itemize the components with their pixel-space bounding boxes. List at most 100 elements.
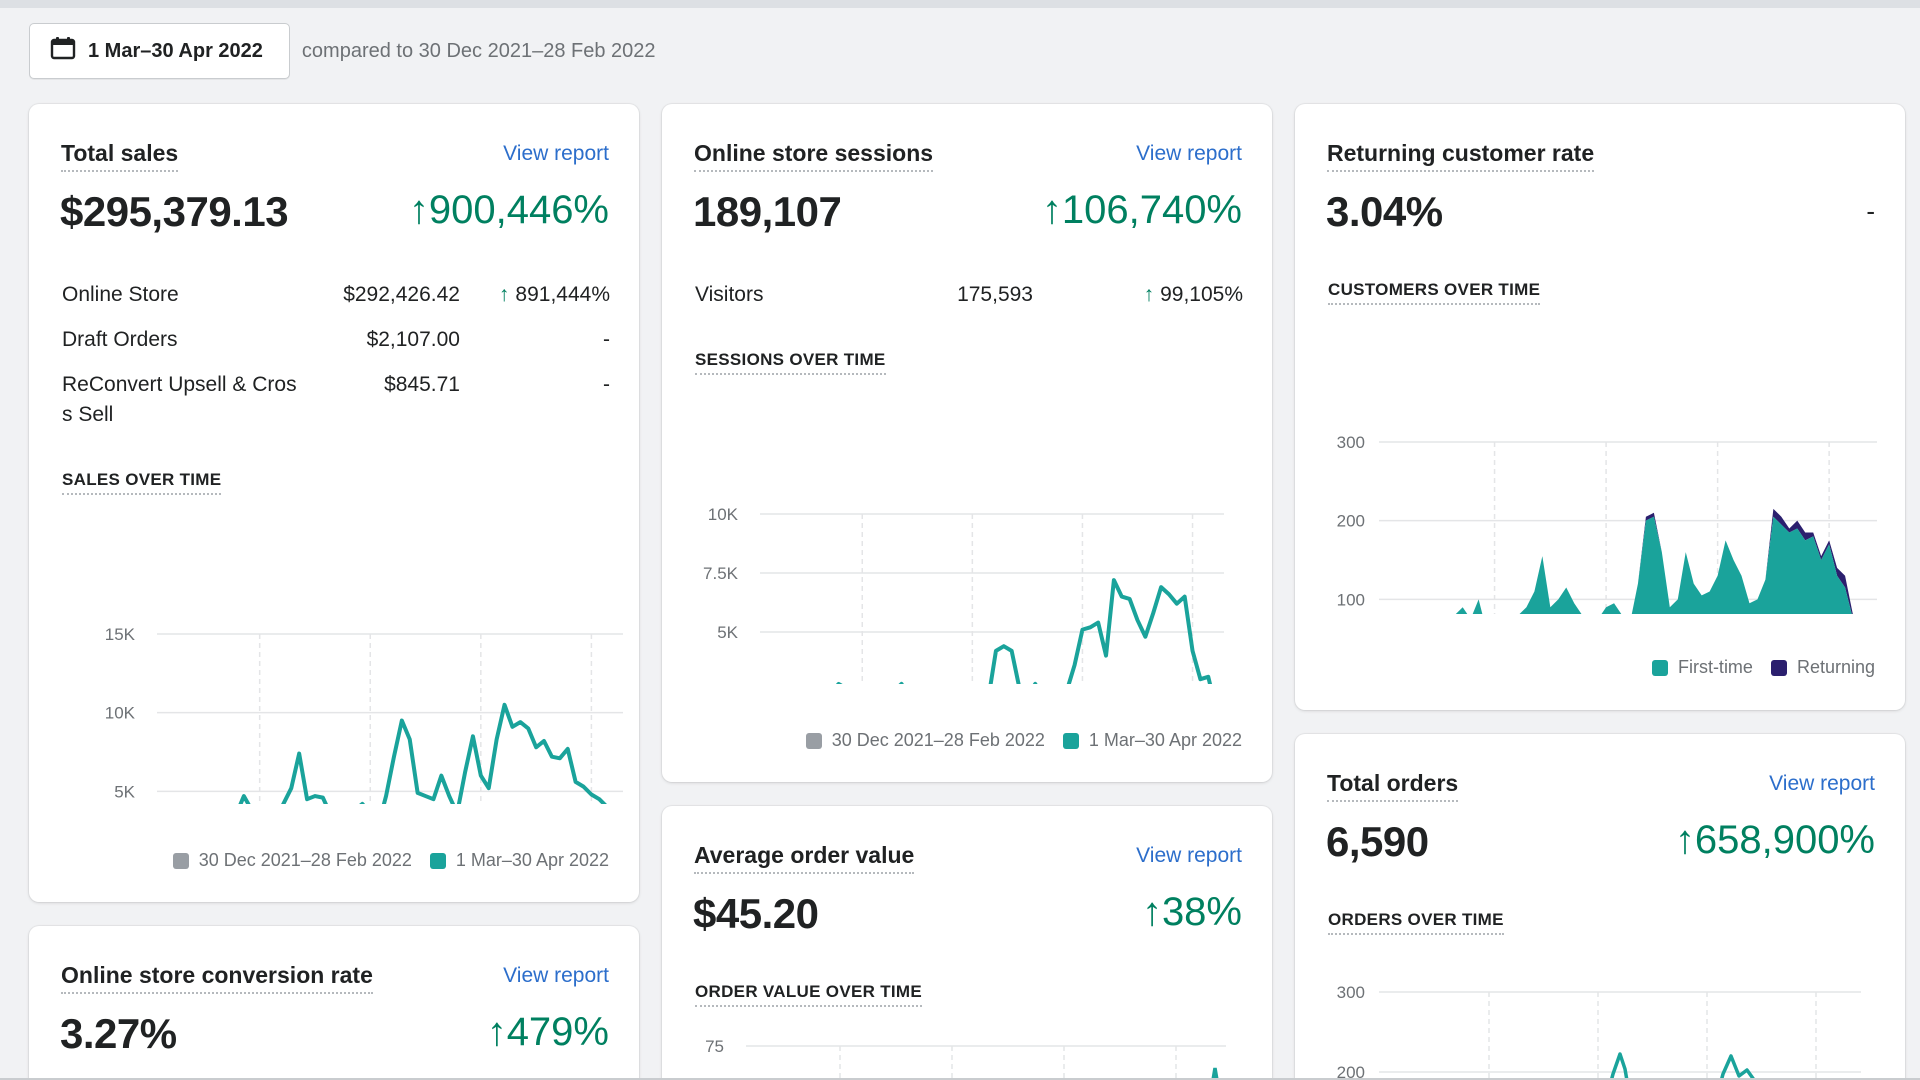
date-range-button[interactable]: 1 Mar–30 Apr 2022 [29, 23, 290, 79]
sessions-over-time-chart: 02.5K5K7.5K10K14 Mar28 Mar11 Apr25 Apr [703, 505, 1224, 684]
y-tick-label: 75 [705, 1037, 724, 1056]
breakdown-name: Online Store [62, 283, 179, 306]
visitors-label: Visitors [695, 283, 764, 306]
visitors-row: Visitors 175,593 ↑ 99,105% [695, 280, 1243, 312]
legend-swatch-current [429, 852, 446, 869]
chart-legend: First-time Returning [1651, 657, 1875, 678]
y-tick-label: 200 [1337, 1063, 1365, 1080]
aov-value: $45.20 [693, 890, 819, 937]
change-value: 900,446% [428, 188, 609, 232]
change-value: 38% [1161, 890, 1242, 934]
y-tick-label: 10K [708, 505, 739, 524]
arrow-up-icon: ↑ [1141, 890, 1162, 934]
y-tick-label: 300 [1337, 433, 1365, 452]
card-title[interactable]: Total orders [1327, 770, 1459, 802]
legend-label: 30 Dec 2021–28 Feb 2022 [198, 850, 412, 870]
returning-rate-value: 3.04% [1326, 188, 1443, 235]
returning-rate-change: - [1866, 196, 1875, 226]
card-title[interactable]: Online store sessions [694, 140, 934, 172]
card-title[interactable]: Total sales [61, 140, 179, 172]
current-series-line [835, 578, 1213, 684]
current-series-line [1609, 1052, 1629, 1080]
arrow-up-icon: ↑ [486, 1010, 507, 1054]
breakdown-value: $845.71 [384, 373, 460, 396]
returning-customer-rate-card: Returning customer rate 3.04% - CUSTOMER… [1295, 104, 1905, 710]
breakdown-row: Draft Orders $2,107.00 - [62, 325, 610, 357]
arrow-up-icon: ↑ [1674, 818, 1695, 862]
current-series-line [1211, 1067, 1219, 1080]
legend-label: 30 Dec 2021–28 Feb 2022 [831, 730, 1045, 750]
breakdown-row: ReConvert Upsell & Cros s Sell $845.71 - [62, 370, 610, 434]
y-tick-label: 5K [717, 623, 738, 642]
legend-label: 1 Mar–30 Apr 2022 [455, 850, 609, 870]
conversion-rate-change: ↑479% [487, 1010, 609, 1055]
y-tick-label: 7.5K [703, 564, 739, 583]
view-report-link[interactable]: View report [503, 964, 609, 987]
sales-over-time-chart: 05K10K15K14 Mar28 Mar11 Apr25 Apr [105, 625, 623, 804]
arrow-up-icon: ↑ [1143, 283, 1155, 306]
total-sales-card: Total sales View report $295,379.13 ↑900… [29, 104, 639, 902]
visitors-change-value: 99,105% [1160, 283, 1243, 306]
bottom-divider [0, 1078, 1920, 1080]
legend-label: 1 Mar–30 Apr 2022 [1088, 730, 1242, 750]
card-title[interactable]: Online store conversion rate [61, 962, 373, 994]
average-order-value-card: Average order value View report $45.20 ↑… [662, 806, 1272, 1080]
sessions-change: ↑106,740% [1042, 188, 1242, 233]
chart-legend: 30 Dec 2021–28 Feb 2022 1 Mar–30 Apr 202… [805, 730, 1242, 751]
orders-change: ↑658,900% [1675, 818, 1875, 863]
chart-section-label: CUSTOMERS OVER TIME [1328, 280, 1541, 305]
y-tick-label: 100 [1337, 590, 1365, 609]
arrow-up-icon: ↑ [408, 188, 429, 232]
legend-label: Returning [1796, 657, 1875, 677]
legend-swatch-first-time [1651, 659, 1668, 676]
breakdown-value: $2,107.00 [366, 328, 460, 351]
customers-over-time-chart: 010020030014 Mar28 Mar11 Apr25 Apr [1337, 433, 1877, 614]
view-report-link[interactable]: View report [1136, 142, 1242, 165]
date-range-bar: 1 Mar–30 Apr 2022 compared to 30 Dec 202… [29, 23, 656, 79]
y-tick-label: 300 [1337, 983, 1365, 1002]
legend-swatch-comparison [805, 732, 822, 749]
date-range-label: 1 Mar–30 Apr 2022 [88, 39, 263, 62]
online-store-sessions-card: Online store sessions View report 189,10… [662, 104, 1272, 782]
breakdown-value: $292,426.42 [343, 283, 460, 306]
chart-legend: 30 Dec 2021–28 Feb 2022 1 Mar–30 Apr 202… [172, 850, 609, 871]
legend-label: First-time [1677, 657, 1753, 677]
total-orders-card: Total orders View report 6,590 ↑658,900%… [1295, 734, 1905, 1080]
visitors-change: ↑ 99,105% [1144, 280, 1243, 310]
first-time-area [1455, 516, 1852, 614]
change-value: 106,740% [1061, 188, 1242, 232]
chart-section-label: SESSIONS OVER TIME [695, 350, 886, 375]
legend-swatch-returning [1770, 659, 1787, 676]
card-title[interactable]: Average order value [694, 842, 915, 874]
change-value: 479% [506, 1010, 609, 1054]
breakdown-name: ReConvert Upsell & Cros s Sell [62, 373, 297, 426]
orders-over-time-chart: 200 300 [1337, 983, 1861, 1080]
breakdown-name: Draft Orders [62, 328, 178, 351]
view-report-link[interactable]: View report [1136, 844, 1242, 867]
conversion-rate-value: 3.27% [60, 1010, 177, 1057]
y-tick-label: 5K [114, 782, 135, 801]
top-divider [0, 0, 1920, 8]
chart-section-label: ORDERS OVER TIME [1328, 910, 1504, 935]
arrow-up-icon: ↑ [1041, 188, 1062, 232]
card-title[interactable]: Returning customer rate [1327, 140, 1595, 172]
view-report-link[interactable]: View report [1769, 772, 1875, 795]
arrow-up-icon: ↑ [498, 283, 510, 306]
total-sales-value: $295,379.13 [60, 188, 289, 235]
order-value-over-time-chart: 75 [705, 1037, 1226, 1080]
y-tick-label: 15K [105, 625, 136, 644]
visitors-value: 175,593 [957, 283, 1033, 306]
legend-swatch-comparison [172, 852, 189, 869]
view-report-link[interactable]: View report [503, 142, 609, 165]
chart-section-label: ORDER VALUE OVER TIME [695, 982, 923, 1007]
change-value: 658,900% [1694, 818, 1875, 862]
breakdown-row: Online Store $292,426.42 ↑ 891,444% [62, 280, 610, 312]
legend-swatch-current [1062, 732, 1079, 749]
breakdown-change: - [603, 328, 610, 351]
compare-range-text: compared to 30 Dec 2021–28 Feb 2022 [301, 39, 656, 62]
breakdown-change: ↑ 891,444% [499, 280, 610, 310]
y-tick-label: 2.5K [703, 682, 739, 684]
current-series-line [238, 702, 607, 804]
sessions-value: 189,107 [693, 188, 842, 235]
y-tick-label: 10K [105, 704, 136, 723]
